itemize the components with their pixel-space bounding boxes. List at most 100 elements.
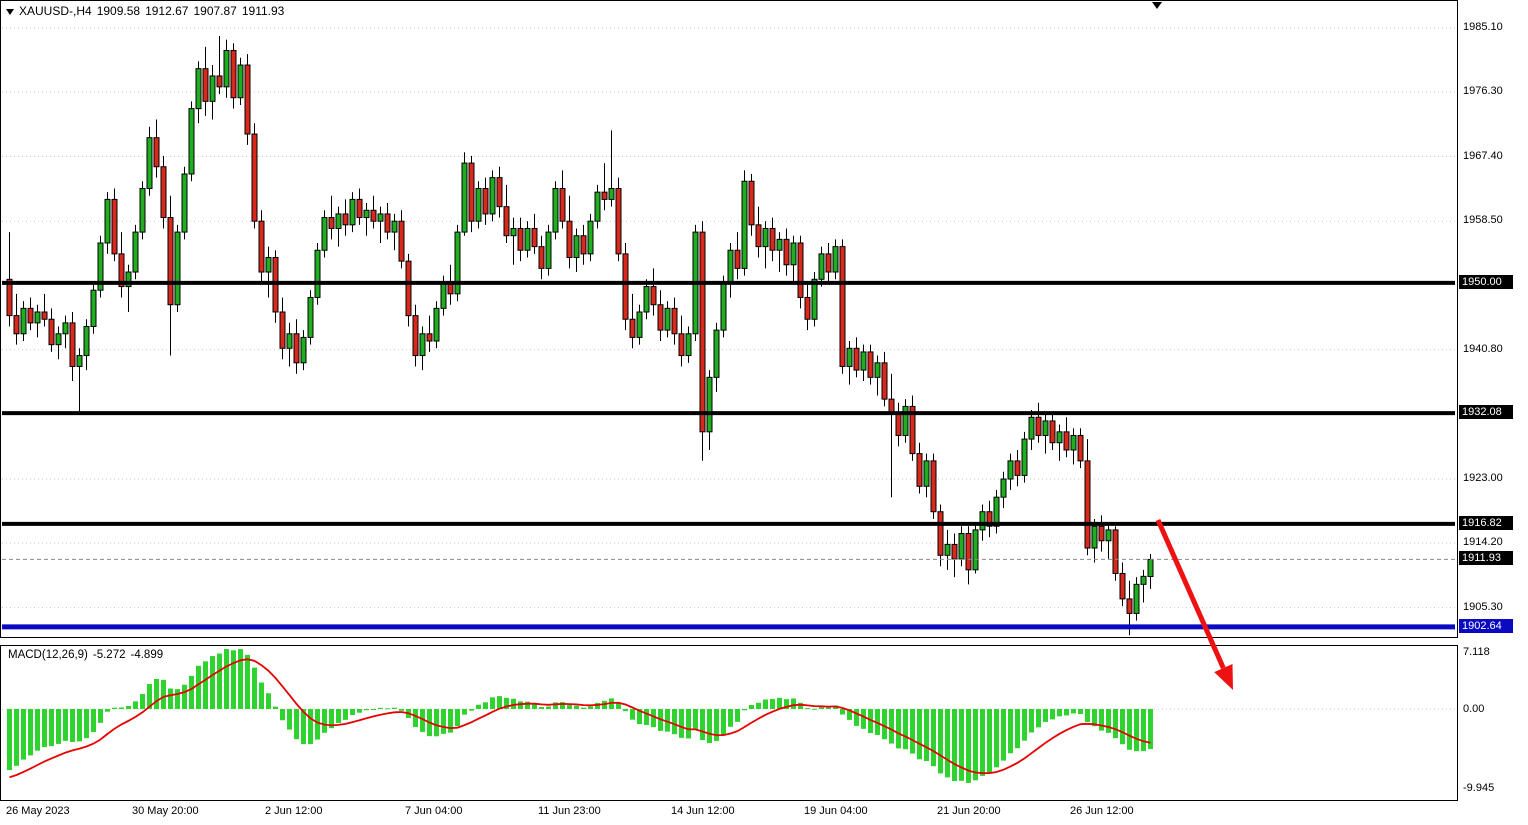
macd-histogram-bar	[791, 698, 796, 709]
candle	[972, 522, 979, 574]
candle	[181, 166, 188, 240]
price-axis-label: 1914.20	[1463, 535, 1503, 548]
candle-body	[1147, 558, 1154, 578]
time-axis-label: 26 May 2023	[6, 805, 70, 817]
macd-histogram-bar	[805, 708, 810, 710]
candle	[685, 326, 692, 363]
candle-body	[419, 333, 426, 357]
candle-body	[237, 64, 244, 99]
candle-body	[664, 307, 671, 331]
macd-histogram-bar	[1064, 709, 1069, 716]
candle-body	[979, 511, 986, 531]
candle-body	[965, 533, 972, 571]
candle	[664, 301, 671, 338]
candle-body	[440, 282, 447, 309]
candle-body	[69, 322, 76, 367]
candle-body	[216, 75, 223, 88]
candle-body	[769, 227, 776, 251]
candle-body	[41, 311, 48, 320]
candle	[909, 395, 916, 461]
pane-separator[interactable]	[0, 638, 1458, 645]
candle-body	[370, 209, 377, 222]
candle	[300, 330, 307, 371]
candle	[272, 250, 279, 323]
macd-histogram-bar	[1099, 709, 1104, 731]
candle-body	[615, 188, 622, 255]
candle	[755, 206, 762, 258]
macd-histogram-bar	[868, 709, 873, 734]
candle-body	[489, 177, 496, 215]
candle	[622, 242, 629, 331]
candle	[461, 152, 468, 236]
candle	[328, 195, 335, 240]
candle-body	[398, 220, 405, 262]
candle	[433, 301, 440, 349]
price-chart-pane[interactable]	[0, 0, 1458, 638]
candle	[888, 373, 895, 498]
candle-body	[580, 235, 587, 255]
candle-body	[783, 238, 790, 266]
candle	[951, 533, 958, 578]
symbol-dropdown-icon[interactable]	[6, 8, 14, 15]
candle-body	[678, 333, 685, 357]
candle	[76, 348, 83, 413]
candle-body	[573, 235, 580, 259]
macd-indicator-pane[interactable]	[0, 645, 1458, 801]
macd-histogram-bar	[581, 707, 586, 709]
macd-histogram-bar	[182, 684, 187, 709]
macd-histogram-bar	[42, 709, 47, 748]
candle-body	[230, 50, 237, 99]
macd-histogram-bar	[651, 709, 656, 728]
macd-histogram-bar	[1029, 709, 1034, 733]
candle-body	[20, 307, 27, 335]
macd-signal-line	[9, 658, 1151, 779]
macd-histogram-bar	[203, 661, 208, 709]
macd-histogram-bar	[63, 709, 68, 741]
candle-body	[552, 188, 559, 233]
macd-histogram-bar	[553, 702, 558, 709]
macd-histogram-bar	[546, 706, 551, 709]
macd-histogram-bar	[112, 707, 117, 709]
candle-body	[1000, 478, 1007, 498]
macd-histogram-bar	[735, 709, 740, 722]
candle-body	[559, 188, 566, 222]
macd-histogram-bar	[693, 709, 698, 730]
candle	[797, 235, 804, 309]
candle-body	[461, 162, 468, 233]
candle-body	[538, 246, 545, 269]
candle	[916, 442, 923, 494]
macd-label: MACD(12,26,9)	[8, 649, 88, 661]
candle-body	[930, 460, 937, 513]
macd-histogram-bar	[84, 709, 89, 739]
candle	[559, 170, 566, 229]
candle-body	[853, 347, 860, 371]
candle-body	[531, 227, 538, 248]
macd-histogram-bar	[812, 708, 817, 710]
price-axis[interactable]: 1985.10 1976.30 1967.40 1958.50 1940.80 1923.…	[1459, 0, 1528, 825]
macd-histogram-bar	[994, 709, 999, 768]
candle	[279, 297, 286, 360]
candle	[538, 235, 545, 280]
candle	[776, 232, 783, 273]
macd-histogram-bar	[714, 709, 719, 741]
chart-shift-marker-icon[interactable]	[1152, 2, 1162, 9]
macd-histogram-bar	[959, 709, 964, 781]
macd-histogram-bar	[126, 705, 131, 709]
candle	[125, 264, 132, 312]
candle	[580, 224, 587, 265]
candle-body	[1007, 460, 1014, 480]
candle	[356, 188, 363, 225]
candle	[545, 224, 552, 276]
time-axis[interactable]: 26 May 2023 30 May 20:00 2 Jun 12:00 7 Jun …	[0, 801, 1458, 825]
candle-body	[167, 217, 174, 306]
macd-histogram-bar	[294, 709, 299, 740]
candle-body	[90, 289, 97, 328]
candle	[48, 308, 55, 352]
macd-histogram-bar	[343, 709, 348, 720]
candle-body	[118, 253, 125, 288]
candle	[1140, 569, 1147, 603]
candle	[1049, 413, 1056, 450]
macd-histogram-bar	[441, 709, 446, 734]
candle	[881, 351, 888, 407]
macd-histogram-bar	[315, 709, 320, 740]
